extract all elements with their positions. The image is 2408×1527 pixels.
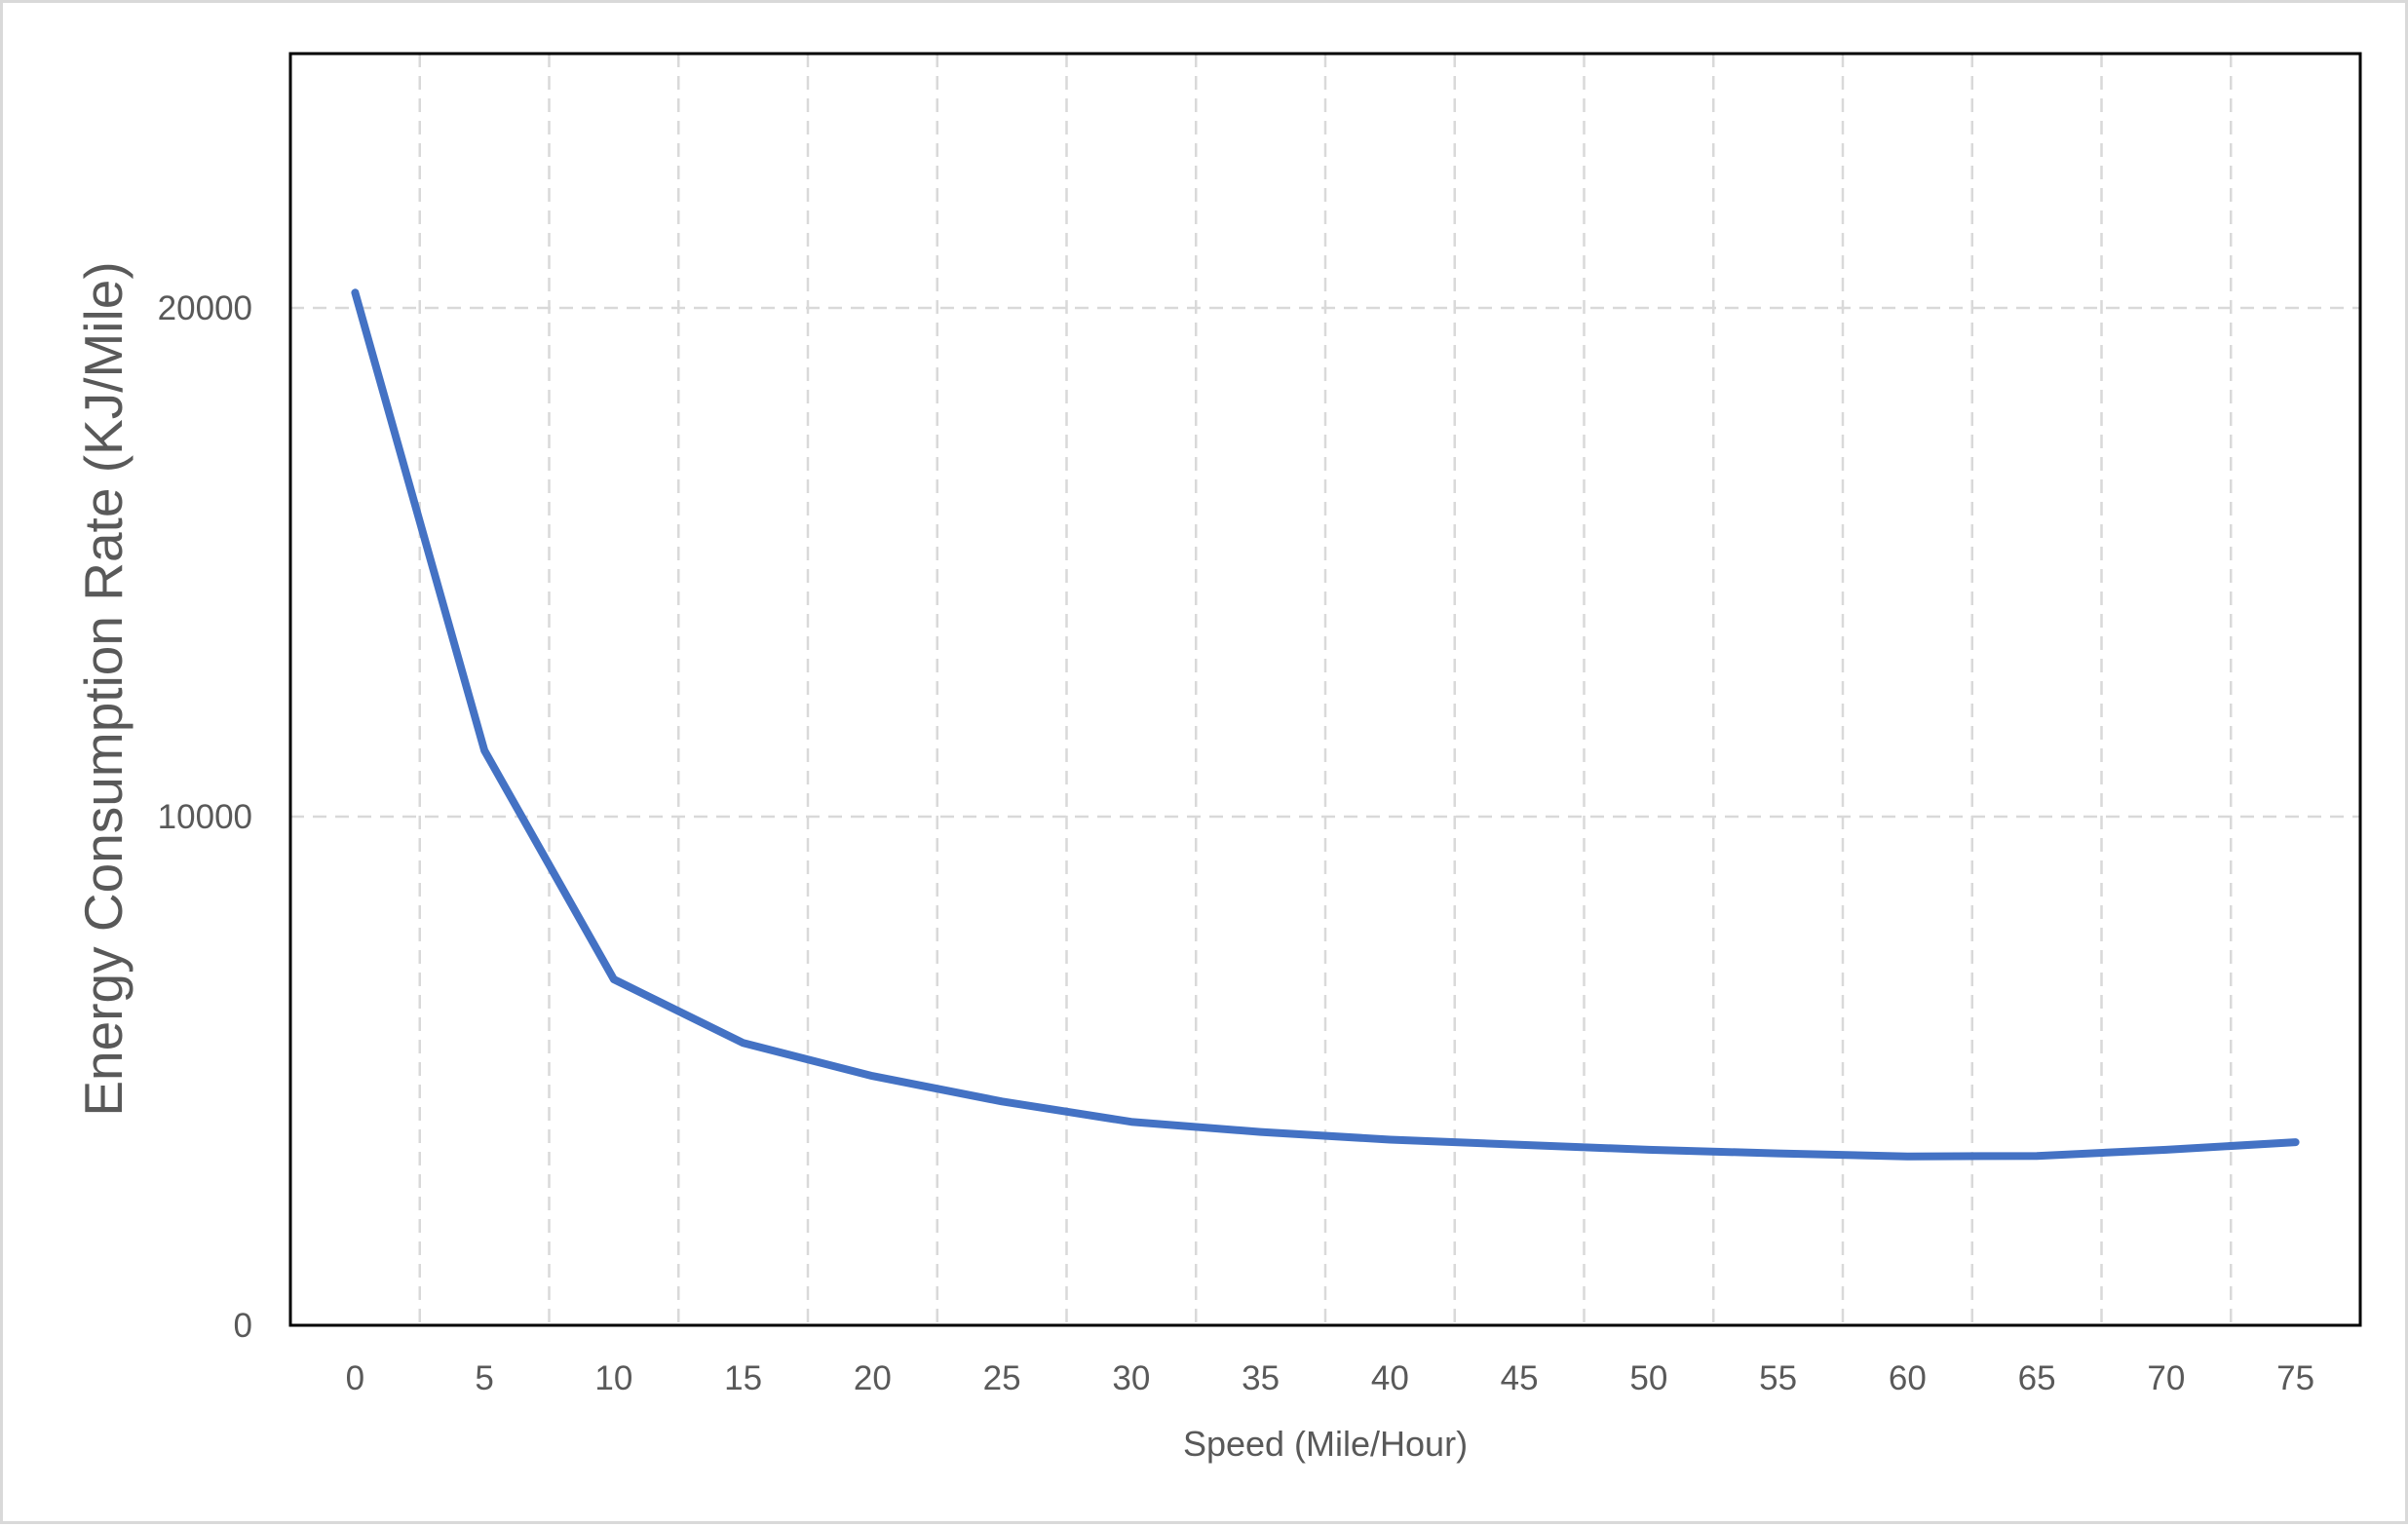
x-tick-label: 65 — [2018, 1359, 2056, 1397]
x-tick-label: 20 — [854, 1359, 892, 1397]
y-tick-label: 0 — [234, 1307, 252, 1345]
x-axis-title: Speed (Mile/Hour) — [1183, 1424, 1468, 1464]
x-tick-label: 35 — [1242, 1359, 1280, 1397]
x-tick-label: 5 — [475, 1359, 493, 1397]
x-axis-tick-labels: 0 5 10 15 20 25 30 35 40 45 50 55 60 65 70 75 — [346, 1359, 2314, 1397]
x-tick-label: 70 — [2147, 1359, 2185, 1397]
x-tick-label: 55 — [1759, 1359, 1797, 1397]
series-layer — [351, 288, 2300, 1161]
x-tick-label: 25 — [983, 1359, 1021, 1397]
y-tick-label: 20000 — [158, 289, 252, 327]
x-tick-label: 10 — [594, 1359, 632, 1397]
y-tick-label: 10000 — [158, 798, 252, 836]
gridlines — [290, 54, 2360, 1325]
plot-area-border — [288, 52, 2362, 1327]
x-tick-label: 15 — [724, 1359, 762, 1397]
x-tick-label: 30 — [1112, 1359, 1150, 1397]
x-tick-label: 0 — [346, 1359, 364, 1397]
line-chart: 0 5 10 15 20 25 30 35 40 45 50 55 60 65 70 75 0 10000 200… — [73, 52, 2362, 1464]
x-tick-label: 75 — [2276, 1359, 2314, 1397]
x-tick-label: 45 — [1501, 1359, 1539, 1397]
x-tick-label: 40 — [1371, 1359, 1409, 1397]
x-tick-label: 60 — [1889, 1359, 1927, 1397]
x-tick-label: 50 — [1629, 1359, 1667, 1397]
y-axis-tick-labels: 0 10000 20000 — [158, 289, 252, 1345]
series-line — [351, 288, 2300, 1161]
y-axis-title: Energy Consumption Rate (KJ/Mile) — [73, 261, 134, 1116]
